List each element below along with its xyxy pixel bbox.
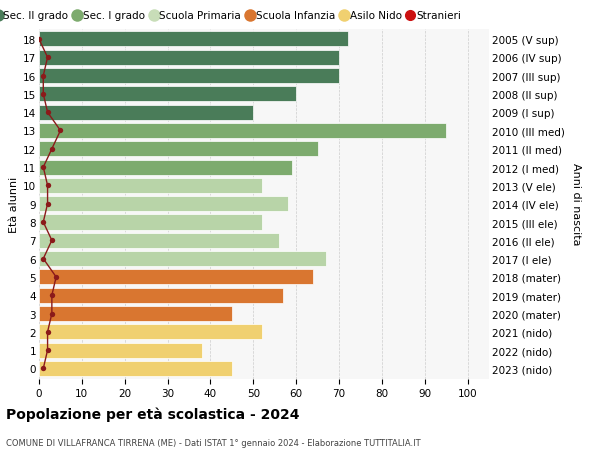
Point [38,255,48,263]
Bar [39,306,232,321]
Bar [39,142,317,157]
Bar [39,124,446,139]
Point [38,365,48,372]
Point [34,36,44,44]
Point [52,274,61,281]
Point [43,55,52,62]
Point [43,329,52,336]
Bar [39,325,262,340]
Point [43,109,52,117]
Y-axis label: Anni di nascita: Anni di nascita [571,163,581,246]
Point [47,310,56,318]
Bar [39,270,313,285]
Bar [39,179,262,194]
Bar [39,343,202,358]
Bar [39,252,326,267]
Point [43,201,52,208]
Point [38,91,48,98]
Bar [39,69,339,84]
Point [43,347,52,354]
Point [38,164,48,171]
Bar [39,197,287,212]
Point [47,237,56,245]
Bar [39,233,279,248]
Bar [39,87,296,102]
Bar [39,361,232,376]
Bar [39,160,292,175]
Bar [39,33,347,47]
Point [38,73,48,80]
Point [47,292,56,299]
Legend: Sec. II grado, Sec. I grado, Scuola Primaria, Scuola Infanzia, Asilo Nido, Stran: Sec. II grado, Sec. I grado, Scuola Prim… [0,11,461,21]
Bar [39,50,339,66]
Point [56,128,65,135]
Bar [39,215,262,230]
Text: COMUNE DI VILLAFRANCA TIRRENA (ME) - Dati ISTAT 1° gennaio 2024 - Elaborazione T: COMUNE DI VILLAFRANCA TIRRENA (ME) - Dat… [6,438,421,448]
Text: Popolazione per età scolastica - 2024: Popolazione per età scolastica - 2024 [6,406,299,421]
Bar [39,106,253,120]
Point [43,182,52,190]
Y-axis label: Età alunni: Età alunni [9,176,19,232]
Bar [39,288,283,303]
Point [38,219,48,226]
Point [47,146,56,153]
